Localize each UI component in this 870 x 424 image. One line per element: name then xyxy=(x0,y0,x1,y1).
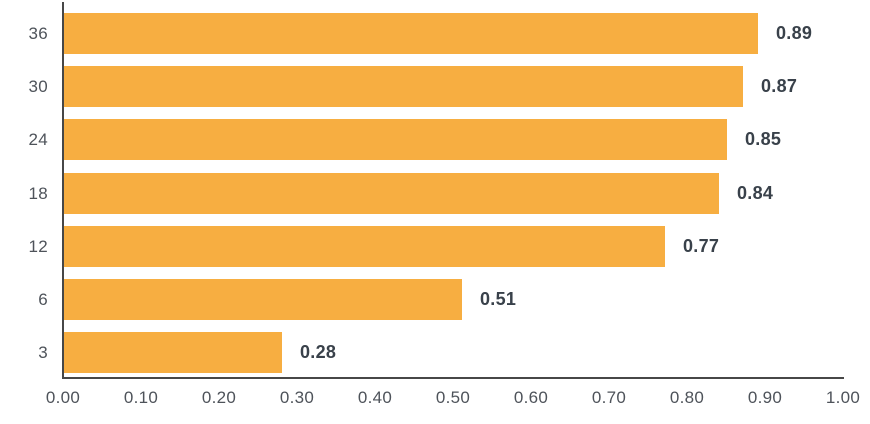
y-category-label: 30 xyxy=(28,77,48,96)
bar-value-label: 0.89 xyxy=(776,23,813,43)
x-tick-label: 0.00 xyxy=(45,388,81,407)
bar xyxy=(64,66,743,107)
y-axis-line xyxy=(62,2,64,379)
y-category-label: 3 xyxy=(38,343,48,362)
y-category-label: 6 xyxy=(38,290,48,309)
bar-value-label: 0.28 xyxy=(300,342,337,362)
bar-value-label: 0.85 xyxy=(745,129,782,149)
x-tick-label: 0.30 xyxy=(279,388,315,407)
bar xyxy=(64,173,719,214)
x-tick-label: 1.00 xyxy=(825,388,861,407)
x-tick-label: 0.60 xyxy=(513,388,549,407)
y-category-label: 36 xyxy=(28,24,48,43)
y-category-label: 18 xyxy=(28,184,48,203)
x-tick-label: 0.50 xyxy=(435,388,471,407)
x-tick-label: 0.80 xyxy=(669,388,705,407)
bar xyxy=(64,13,758,54)
bar xyxy=(64,226,665,267)
y-category-label: 24 xyxy=(28,130,48,149)
x-tick-label: 0.40 xyxy=(357,388,393,407)
x-axis-line xyxy=(62,377,844,379)
y-category-label: 12 xyxy=(28,237,48,256)
bar xyxy=(64,332,282,373)
bar-value-label: 0.51 xyxy=(480,289,517,309)
bar-value-label: 0.87 xyxy=(761,76,798,96)
x-tick-label: 0.10 xyxy=(123,388,159,407)
x-tick-label: 0.20 xyxy=(201,388,237,407)
x-tick-label: 0.90 xyxy=(747,388,783,407)
bar-value-label: 0.77 xyxy=(683,236,720,256)
bar xyxy=(64,279,462,320)
bar xyxy=(64,119,727,160)
x-tick-label: 0.70 xyxy=(591,388,627,407)
bar-value-label: 0.84 xyxy=(737,183,774,203)
